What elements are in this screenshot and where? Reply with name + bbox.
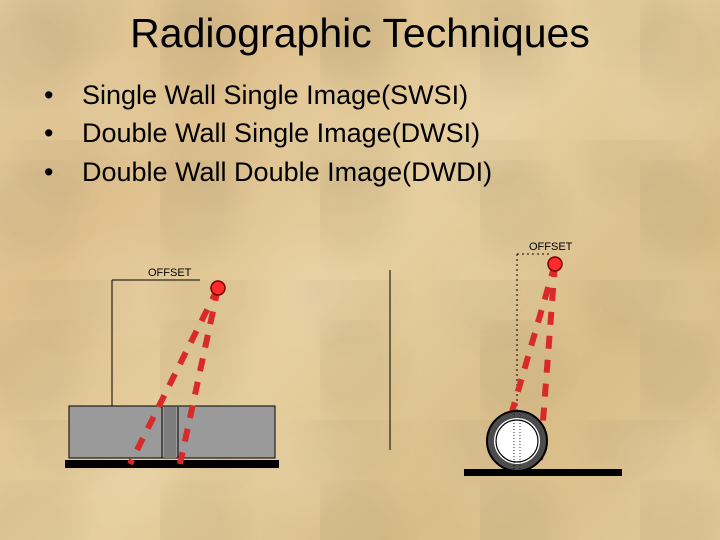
radiation-source-icon — [548, 257, 562, 271]
weld-seam — [164, 407, 176, 458]
diagram-svg: OFFSET OFFSET — [0, 0, 720, 540]
radiation-source-icon — [211, 281, 225, 295]
film-base — [464, 469, 622, 476]
film-base — [65, 460, 279, 468]
offset-label: OFFSET — [529, 241, 573, 253]
offset-label: OFFSET — [148, 267, 192, 279]
